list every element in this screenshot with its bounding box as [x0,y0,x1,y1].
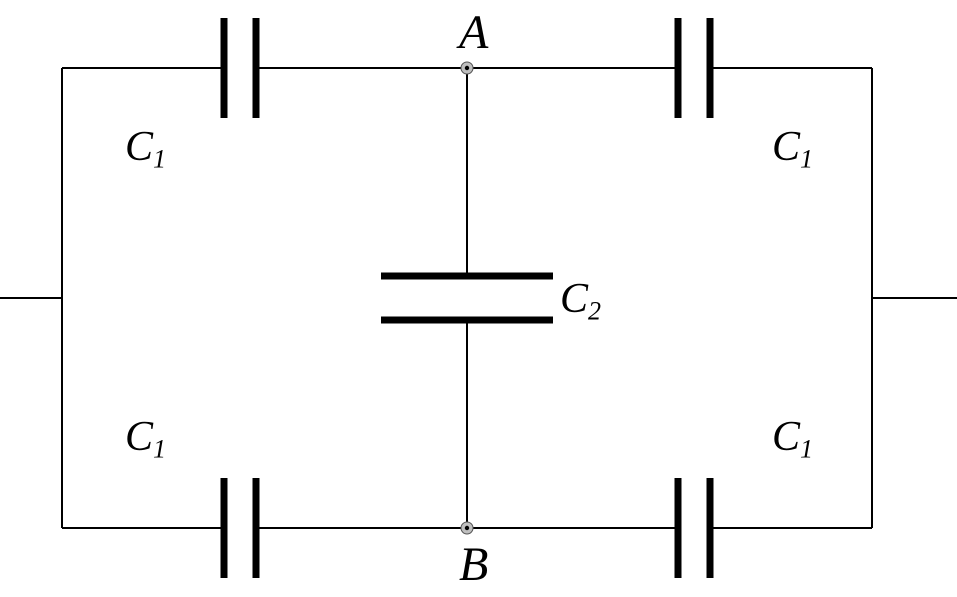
capacitor-label: C1 [772,124,813,173]
capacitor-label: C1 [125,124,166,173]
node-label-A: A [456,6,489,59]
capacitor-bridge-diagram: A B C1 C1 C2 C1 C1 [0,0,957,597]
node-label-B: B [459,538,488,591]
capacitor-label: C2 [560,276,601,325]
capacitor-label: C1 [125,414,166,463]
capacitor-label: C1 [772,414,813,463]
